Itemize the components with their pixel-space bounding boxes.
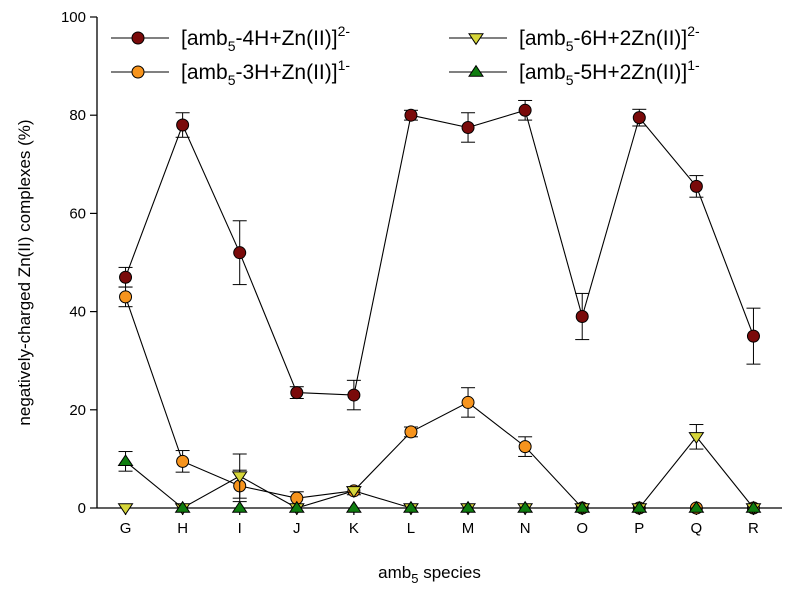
y-tick-label: 100	[61, 9, 86, 26]
x-tick-label: P	[634, 520, 644, 537]
series-line	[125, 460, 754, 509]
y-tick-label: 80	[69, 107, 86, 124]
legend-label: [amb5-6H+2Zn(II)]2-	[519, 23, 700, 54]
data-point	[117, 454, 134, 467]
data-point	[461, 395, 475, 409]
x-tick-label: H	[177, 520, 188, 537]
series-1	[118, 99, 761, 411]
data-point	[689, 179, 703, 193]
legend-item-4: [amb5-5H+2Zn(II)]1-	[449, 57, 700, 88]
data-point	[461, 120, 475, 134]
x-tick-label: O	[576, 520, 588, 537]
legend-marker	[468, 33, 484, 46]
x-tick-label: M	[462, 520, 475, 537]
data-point	[575, 310, 589, 324]
x-tick-label: Q	[691, 520, 703, 537]
data-point	[176, 454, 190, 468]
series-line	[124, 296, 754, 509]
legend: [amb5-4H+Zn(II)]2-[amb5-3H+Zn(II)]1- [amb…	[111, 23, 700, 88]
data-point	[345, 500, 362, 513]
data-point	[176, 118, 190, 132]
legend-label: [amb5-4H+Zn(II)]2-	[181, 23, 350, 54]
legend-item-2: [amb5-3H+Zn(II)]1-	[111, 57, 350, 88]
x-tick-label: R	[748, 520, 759, 537]
x-tick-label: J	[293, 520, 301, 537]
axes: 0 20 40 60 80 100 G H I J K L M N O P Q R	[61, 9, 782, 537]
x-tick-label: N	[520, 520, 531, 537]
data-point	[632, 111, 646, 125]
data-point	[233, 246, 247, 260]
x-axis-title: amb5 species	[378, 563, 481, 586]
legend-label: [amb5-5H+2Zn(II)]1-	[519, 57, 700, 88]
y-tick-label: 20	[69, 402, 86, 419]
data-point	[518, 103, 532, 117]
series-2	[118, 286, 760, 515]
data-point	[403, 500, 419, 513]
data-point	[745, 500, 762, 513]
y-tick-label: 0	[78, 500, 86, 517]
series-line	[125, 435, 754, 509]
x-tick-label: G	[120, 520, 132, 537]
y-tick-label: 40	[69, 304, 86, 321]
legend-marker	[468, 64, 484, 77]
data-point	[119, 270, 133, 284]
data-point	[231, 471, 248, 484]
y-axis-title: negatively-charged Zn(II) complexes (%)	[15, 119, 34, 425]
legend-marker	[131, 65, 145, 79]
series-layer	[117, 99, 762, 516]
series-4	[117, 451, 762, 513]
data-point	[404, 425, 418, 439]
legend-label: [amb5-3H+Zn(II)]1-	[181, 57, 350, 88]
data-point	[345, 486, 362, 499]
data-point	[174, 500, 191, 513]
legend-marker	[131, 31, 145, 45]
series-line	[124, 109, 755, 396]
data-point	[290, 386, 304, 400]
data-point	[517, 500, 534, 513]
data-point	[347, 388, 361, 402]
data-point	[288, 500, 305, 513]
data-point	[631, 500, 648, 513]
data-point	[460, 500, 476, 513]
data-point	[117, 503, 134, 516]
x-tick-label: K	[349, 520, 359, 537]
legend-item-1: [amb5-4H+Zn(II)]2-	[111, 23, 350, 54]
series-3	[117, 424, 762, 516]
data-point	[404, 108, 418, 122]
x-tick-label: L	[407, 520, 415, 537]
x-tick-label: I	[238, 520, 242, 537]
data-point	[688, 432, 705, 445]
data-point	[119, 290, 133, 304]
data-point	[231, 500, 248, 513]
data-point	[746, 329, 760, 343]
data-point	[688, 500, 705, 513]
data-point	[574, 500, 591, 513]
data-point	[518, 440, 532, 454]
legend-item-3: [amb5-6H+2Zn(II)]2-	[449, 23, 700, 54]
y-tick-label: 60	[69, 205, 86, 222]
